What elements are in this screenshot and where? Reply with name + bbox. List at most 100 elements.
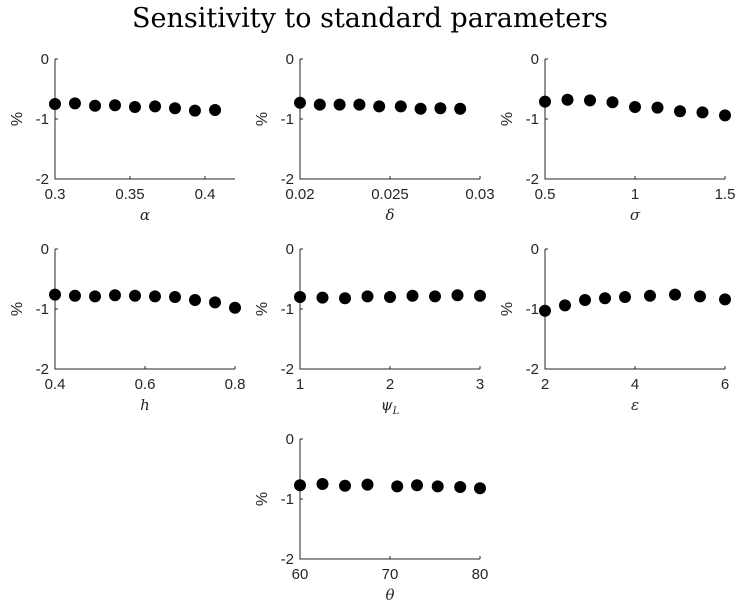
data-point bbox=[149, 100, 162, 113]
data-point bbox=[108, 289, 121, 302]
subplot-2: 0 -1 -20.02 0.025 0.03% δ bbox=[254, 51, 495, 224]
subplot-1: 0 -1 -20.3 0.35 0.4% α bbox=[9, 51, 235, 224]
x-axis-label: σ bbox=[630, 206, 641, 224]
x-tick-label: 70 bbox=[382, 566, 399, 583]
y-tick-label: -1 bbox=[36, 301, 49, 318]
x-tick-label: 0.6 bbox=[135, 376, 156, 393]
data-point bbox=[584, 94, 596, 107]
data-point bbox=[619, 291, 632, 303]
y-axis-label: % bbox=[499, 302, 516, 316]
y-tick-label: -1 bbox=[281, 491, 294, 508]
data-point bbox=[643, 289, 656, 302]
data-point bbox=[629, 101, 641, 113]
data-point bbox=[188, 294, 201, 306]
data-point bbox=[429, 290, 441, 303]
data-point bbox=[316, 478, 329, 490]
subplot-4: 0 -1 -20.4 0.6 0.8% h bbox=[9, 241, 245, 414]
data-point bbox=[188, 104, 201, 117]
data-point bbox=[209, 104, 222, 116]
data-point bbox=[539, 304, 551, 317]
data-point bbox=[333, 98, 346, 111]
x-tick-label: 4 bbox=[631, 376, 639, 393]
data-point bbox=[129, 289, 142, 302]
axes-frame bbox=[544, 249, 725, 370]
data-point bbox=[339, 292, 351, 305]
data-point bbox=[353, 98, 366, 111]
y-tick-label: -1 bbox=[526, 301, 539, 318]
data-point bbox=[68, 289, 81, 302]
data-point bbox=[391, 480, 404, 493]
data-point bbox=[674, 105, 686, 118]
subplot-3: 0 -1 -20.5 1 1.5% σ bbox=[499, 51, 735, 224]
data-point bbox=[451, 289, 464, 302]
data-point bbox=[696, 106, 709, 119]
x-tick-label: 60 bbox=[292, 566, 309, 583]
y-axis-label: % bbox=[254, 302, 271, 316]
data-point bbox=[361, 290, 374, 303]
data-point bbox=[209, 296, 222, 309]
data-point bbox=[431, 480, 444, 493]
data-point bbox=[411, 479, 423, 492]
data-point bbox=[579, 294, 592, 306]
x-axis-label: h bbox=[140, 396, 150, 414]
y-tick-label: -1 bbox=[36, 111, 49, 128]
x-tick-label: 0.8 bbox=[225, 376, 246, 393]
y-tick-label: -1 bbox=[526, 111, 539, 128]
x-tick-label: 0.35 bbox=[115, 186, 144, 203]
data-point bbox=[434, 102, 447, 115]
data-point bbox=[316, 291, 329, 304]
y-tick-label: 0 bbox=[286, 241, 294, 258]
data-point bbox=[294, 96, 306, 109]
data-point bbox=[229, 301, 241, 314]
data-point bbox=[169, 291, 182, 303]
y-tick-label: 0 bbox=[41, 51, 49, 68]
data-point bbox=[474, 482, 486, 495]
data-point bbox=[49, 288, 61, 301]
y-axis-label: % bbox=[9, 112, 26, 126]
axes-frame bbox=[54, 249, 235, 370]
y-tick-label: 0 bbox=[286, 431, 294, 448]
data-point bbox=[598, 292, 611, 305]
data-point bbox=[454, 102, 467, 115]
y-axis-label: % bbox=[254, 492, 271, 506]
axes-frame bbox=[299, 59, 480, 180]
x-tick-label: 2 bbox=[386, 376, 394, 393]
y-tick-label: -1 bbox=[281, 111, 294, 128]
data-point bbox=[561, 93, 574, 106]
data-point bbox=[693, 290, 706, 303]
data-point bbox=[68, 97, 81, 110]
x-axis-label: α bbox=[140, 206, 150, 224]
y-axis-label: % bbox=[254, 112, 271, 126]
figure-title: Sensitivity to standard parameters bbox=[132, 3, 608, 34]
data-point bbox=[384, 291, 396, 303]
data-point bbox=[294, 291, 306, 303]
data-point bbox=[539, 95, 551, 108]
x-axis-label: ε bbox=[631, 396, 639, 414]
axes-frame bbox=[299, 249, 480, 370]
x-tick-label: 0.03 bbox=[465, 186, 494, 203]
y-tick-label: -2 bbox=[36, 361, 49, 378]
data-point bbox=[128, 101, 141, 113]
y-tick-label: 0 bbox=[286, 51, 294, 68]
y-tick-label: -2 bbox=[526, 171, 539, 188]
data-point bbox=[49, 98, 61, 110]
x-tick-label: 0.4 bbox=[195, 186, 216, 203]
y-tick-label: 0 bbox=[531, 51, 539, 68]
subplot-5: 0 -1 -21 2 3% ψL bbox=[254, 241, 486, 417]
axes-frame bbox=[544, 59, 725, 180]
data-point bbox=[373, 100, 386, 113]
y-tick-label: -1 bbox=[281, 301, 294, 318]
data-point bbox=[361, 478, 374, 491]
x-tick-label: 1.5 bbox=[715, 186, 736, 203]
x-tick-label: 1 bbox=[631, 186, 639, 203]
x-tick-label: 0.02 bbox=[285, 186, 314, 203]
x-tick-label: 3 bbox=[476, 376, 484, 393]
data-point bbox=[606, 96, 619, 109]
data-point bbox=[89, 290, 102, 303]
data-point bbox=[651, 101, 664, 114]
axes-frame bbox=[299, 439, 480, 560]
x-tick-label: 2 bbox=[541, 376, 549, 393]
data-point bbox=[406, 289, 419, 302]
data-point bbox=[719, 109, 731, 122]
